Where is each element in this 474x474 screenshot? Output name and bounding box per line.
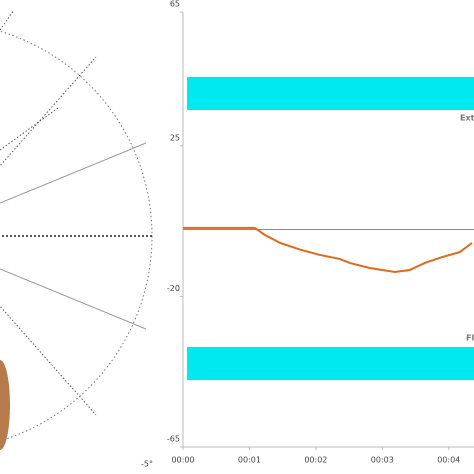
radial-line <box>0 305 97 416</box>
x-tick-label: 00:00 <box>171 456 194 465</box>
y-tick-label: 25 <box>170 133 180 142</box>
y-tick-label: 65 <box>170 0 180 9</box>
angle-label: -5° <box>141 460 153 469</box>
y-tick-label: -20 <box>167 284 180 293</box>
x-tick-label: 00:04 <box>437 456 460 465</box>
radial-line <box>0 142 147 204</box>
radial-line <box>0 56 97 167</box>
goniometer <box>0 9 153 450</box>
radial-line <box>0 107 59 151</box>
radial-line <box>0 268 147 330</box>
band-label: Fl <box>466 333 474 342</box>
chart: Ext Fl -65 -20 25 65 00:00 00:01 00:02 00:03 00:04 <box>167 0 474 465</box>
x-tick-label: 00:01 <box>238 456 261 465</box>
x-tick-label: 00:03 <box>371 456 394 465</box>
band <box>187 76 474 111</box>
x-tick-label: 00:02 <box>304 456 327 465</box>
arc <box>0 30 153 442</box>
limb <box>0 360 10 450</box>
y-tick-label: -65 <box>167 435 180 444</box>
band-label: Ext <box>460 114 474 123</box>
radial-line <box>0 9 15 31</box>
series-line <box>183 226 473 274</box>
band <box>187 346 474 381</box>
